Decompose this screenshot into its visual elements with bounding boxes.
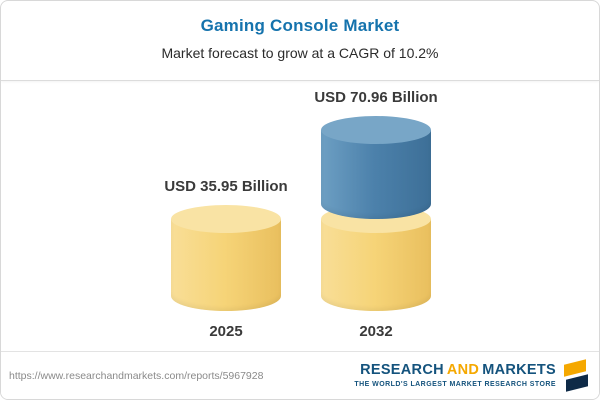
chart-area: USD 35.95 Billion 2025 USD 70.96 Billion… [1,81,599,353]
bar-2025-base-segment [171,205,281,311]
bar-2032: USD 70.96 Billion 2032 [314,89,437,340]
value-label-2032: USD 70.96 Billion [314,89,438,107]
logo-word-markets: MARKETS [482,362,556,379]
logo-text: RESEARCH AND MARKETS THE WORLD'S LARGEST M… [354,362,556,388]
footer: https://www.researchandmarkets.com/repor… [1,351,599,399]
value-label-2025: USD 35.95 Billion [164,178,288,196]
header: Gaming Console Market Market forecast to… [1,1,599,81]
bar-2032-growth-segment [321,115,431,220]
logo-word-research: RESEARCH [360,362,444,379]
bar-2025: USD 35.95 Billion 2025 [164,178,287,340]
logo-flag-icon [563,358,589,392]
bar-2032-base-segment [321,205,431,311]
logo-tagline: THE WORLD'S LARGEST MARKET RESEARCH STOR… [354,380,556,388]
axis-label-2032: 2032 [359,323,393,340]
chart-title: Gaming Console Market [200,16,400,35]
logo-wordmark: RESEARCH AND MARKETS [354,362,556,379]
logo-word-and: AND [446,362,480,379]
report-url: https://www.researchandmarkets.com/repor… [9,369,264,382]
logo-flag-navy-shape [566,373,588,392]
axis-label-2025: 2025 [209,323,243,340]
logo-flag-yellow-shape [564,358,586,377]
chart-subtitle: Market forecast to grow at a CAGR of 10.… [161,45,439,61]
researchandmarkets-logo: RESEARCH AND MARKETS THE WORLD'S LARGEST M… [354,358,589,392]
